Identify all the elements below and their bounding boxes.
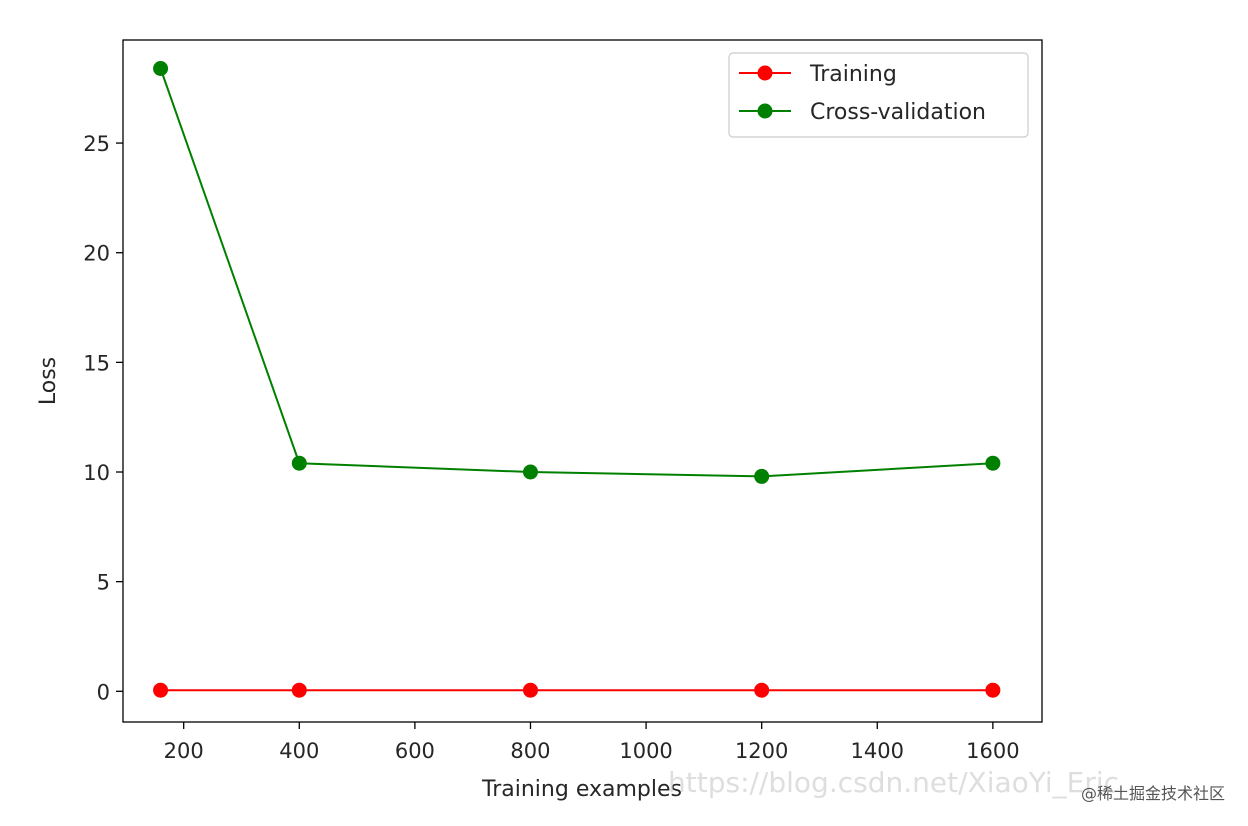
data-point-training	[985, 682, 1001, 698]
y-tick-label: 10	[83, 461, 110, 485]
data-point-training	[153, 682, 169, 698]
x-tick-label: 1200	[735, 739, 788, 763]
x-tick-label: 1000	[619, 739, 672, 763]
x-axis-ticks: 200 400 600 800 1000 1200 1400 1600	[164, 722, 1020, 763]
watermark-url: https://blog.csdn.net/XiaoYi_Eric	[668, 766, 1119, 799]
plot-area	[123, 40, 1042, 722]
x-axis-label: Training examples	[481, 777, 682, 802]
x-tick-label: 400	[279, 739, 319, 763]
x-tick-label: 600	[395, 739, 435, 763]
x-tick-label: 1400	[851, 739, 904, 763]
watermark-site: @稀土掘金技术社区	[1081, 784, 1225, 803]
y-tick-label: 25	[83, 132, 110, 156]
data-point-cross-validation	[153, 61, 169, 77]
x-tick-label: 1600	[966, 739, 1019, 763]
series-layer	[153, 61, 1001, 698]
data-point-cross-validation	[985, 455, 1001, 471]
legend-marker-cross-validation	[757, 103, 773, 119]
legend-label-cross-validation: Cross-validation	[810, 100, 986, 125]
y-tick-label: 20	[83, 242, 110, 266]
y-tick-label: 0	[97, 680, 110, 704]
y-axis-ticks: 0 5 10 15 20 25	[83, 132, 123, 704]
data-point-cross-validation	[291, 455, 307, 471]
y-tick-label: 15	[83, 351, 110, 375]
legend-box	[728, 52, 1029, 138]
y-tick-label: 5	[97, 571, 110, 595]
legend-marker-training	[757, 65, 773, 81]
legend-label-training: Training	[809, 62, 897, 87]
legend: Training Cross-validation	[728, 52, 1029, 138]
data-point-cross-validation	[522, 464, 538, 480]
data-point-training	[754, 682, 770, 698]
x-tick-label: 800	[510, 739, 550, 763]
data-point-cross-validation	[754, 468, 770, 484]
data-point-training	[522, 682, 538, 698]
y-axis-label: Loss	[36, 357, 61, 405]
plot-frame	[122, 39, 1043, 723]
x-tick-label: 200	[164, 739, 204, 763]
data-point-training	[291, 682, 307, 698]
